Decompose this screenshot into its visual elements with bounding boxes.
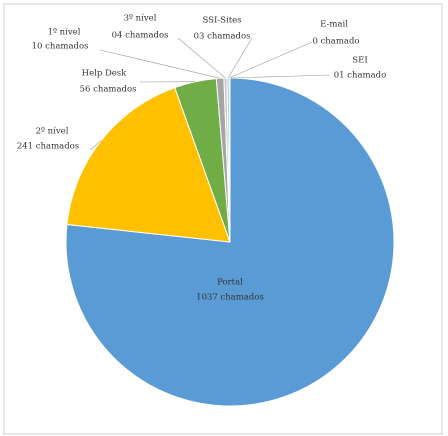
value-label: 1037 chamados <box>196 293 264 303</box>
value-label: 10 chamados <box>32 42 89 52</box>
value-label: 0 chamado <box>312 37 359 47</box>
leader-line <box>227 37 253 79</box>
slice-label: SSI-Sites <box>202 16 241 26</box>
pie-slice <box>65 77 395 407</box>
value-label: 04 chamados <box>112 31 169 41</box>
slice-label: E-mail <box>320 20 348 30</box>
leader-line <box>99 49 221 79</box>
leader-line <box>229 74 331 79</box>
slice-label: 2º nível <box>36 126 69 137</box>
slice-label: SEI <box>352 56 367 66</box>
leader-line <box>89 140 102 151</box>
value-label: 03 chamados <box>194 32 251 42</box>
leader-line <box>177 37 226 79</box>
slice-label: 3º nível <box>124 13 157 24</box>
leader-line <box>229 41 313 79</box>
value-label: 01 chamado <box>334 71 387 81</box>
value-label: 56 chamados <box>80 85 137 95</box>
slice-label: 1º nível <box>48 27 81 38</box>
value-label: 241 chamados <box>17 142 79 152</box>
slice-label: Help Desk <box>82 69 128 79</box>
slice-label: Portal <box>217 278 243 288</box>
